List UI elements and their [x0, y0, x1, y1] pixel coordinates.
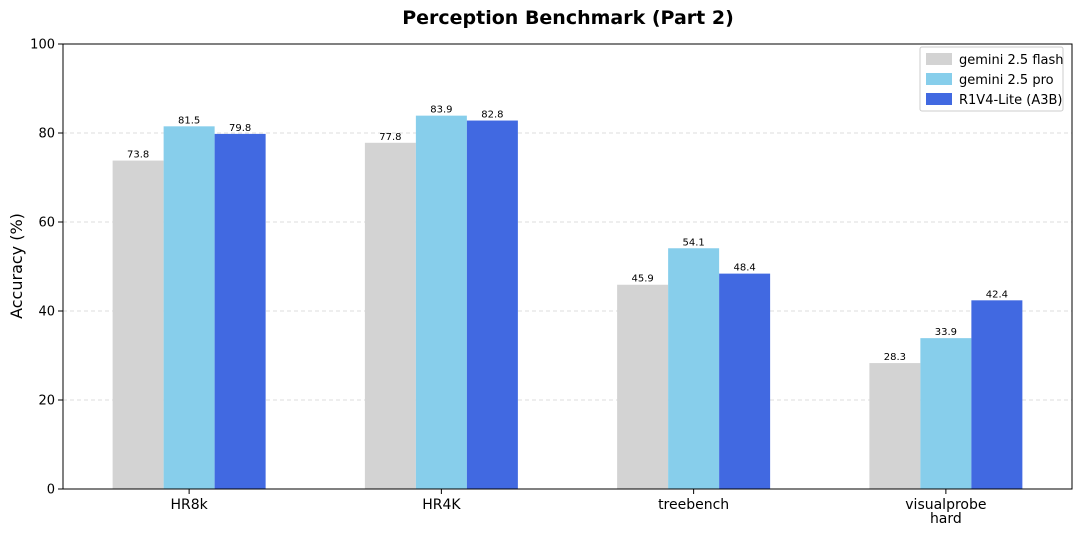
bar: [214, 133, 266, 489]
legend-box: [919, 46, 1064, 112]
bar: [112, 160, 164, 489]
bar-value-label: 77.8: [379, 132, 401, 143]
bar-value-label: 33.9: [935, 327, 957, 338]
bar-value-label: 73.8: [127, 150, 149, 161]
chart-title: Perception Benchmark (Part 2): [402, 7, 734, 29]
y-tick-label: 60: [38, 216, 55, 231]
y-tick-label: 80: [38, 127, 55, 142]
bar-value-label: 54.1: [682, 237, 704, 248]
y-tick-label: 100: [30, 38, 55, 53]
bar: [971, 300, 1023, 489]
bar: [668, 248, 720, 489]
legend-swatch: [926, 93, 952, 105]
bar-value-label: 82.8: [481, 110, 503, 121]
legend-label: R1V4-Lite (A3B): [959, 93, 1062, 108]
bar-value-label: 83.9: [430, 105, 452, 116]
x-tick-label: hard: [930, 511, 962, 527]
bar-value-label: 45.9: [631, 274, 653, 285]
bar: [719, 273, 771, 489]
y-axis: 0 20 40 60 80 100: [30, 38, 63, 498]
bar: [415, 115, 467, 490]
x-tick-label: HR4K: [422, 497, 461, 513]
legend-label: gemini 2.5 flash: [959, 53, 1063, 68]
y-tick-label: 20: [38, 394, 55, 409]
x-tick-label: visualprobe: [905, 497, 986, 513]
bar-value-label: 28.3: [884, 352, 906, 363]
plot-frame: [62, 43, 1073, 490]
bar-value-label: 48.4: [733, 263, 755, 274]
bars: [112, 115, 1023, 490]
bar-value-label: 42.4: [986, 289, 1008, 300]
bar: [364, 142, 416, 490]
legend-swatch: [926, 73, 952, 85]
bar: [617, 284, 669, 489]
y-tick-label: 0: [47, 483, 55, 498]
x-tick-label: HR8k: [170, 497, 208, 513]
bar: [920, 338, 972, 489]
bar: [466, 120, 518, 489]
data-labels: 73.8 81.5 79.8 77.8 83.9 82.8 45.9 54.1 48.4 28.3…: [127, 105, 1008, 363]
legend-swatch: [926, 53, 952, 65]
bar: [163, 126, 215, 489]
x-tick-label: treebench: [658, 497, 729, 513]
bar-value-label: 81.5: [178, 115, 200, 126]
y-tick-label: 40: [38, 305, 55, 320]
bar: [869, 363, 921, 489]
legend-label: gemini 2.5 pro: [959, 73, 1054, 88]
bar-value-label: 79.8: [229, 123, 251, 134]
y-axis-label: Accuracy (%): [7, 213, 26, 319]
legend: gemini 2.5 flash gemini 2.5 pro R1V4-Lite …: [919, 46, 1064, 112]
